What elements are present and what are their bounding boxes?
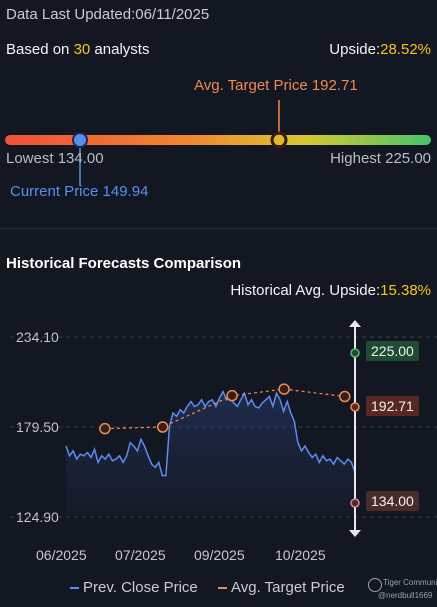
upside-value: 28.52% [380,41,431,58]
watermark-logo-icon [368,578,382,592]
highest-price-label: Highest 225.00 [330,150,431,167]
avg-target-point [99,422,111,435]
x-tick-label: 10/2025 [275,547,326,563]
lowest-price-label: Lowest 134.00 [6,150,104,167]
based-on-suffix: analysts [90,41,150,58]
historical-title: Historical Forecasts Comparison [6,255,242,272]
avg-target-badge: 192.71 [366,396,419,416]
avg-marker-dot [350,402,360,412]
avg-target-point [156,421,169,433]
avg-target-marker-ring [272,133,286,147]
avg-target-label: Avg. Target Price 192.71 [194,77,358,94]
range-marker-top-arrow [349,320,361,327]
historical-upside-label: Historical Avg. Upside: [230,282,381,299]
upside-label: Upside: [329,41,381,58]
legend-item-close[interactable]: Prev. Close Price [70,579,198,596]
watermark-user: @nerdbull1669 [378,591,433,600]
legend-label-target: Avg. Target Price [231,579,345,596]
x-tick-label: 09/2025 [194,547,245,563]
avg-target-point [226,389,238,402]
low-target-badge: 134.00 [366,491,419,511]
historical-upside-text: Historical Avg. Upside:15.38% [230,282,431,299]
range-gradient [5,135,431,145]
analyst-count-text: Based on 30 analysts [6,41,149,58]
price-range-bar [5,100,431,186]
legend-label-close: Prev. Close Price [83,579,198,596]
current-price-label: Current Price 149.94 [10,183,149,200]
watermark-brand: Tiger Community [383,578,437,587]
current-price-marker [72,132,88,148]
high-target-badge: 225.00 [366,341,419,361]
high-marker-dot [350,348,360,358]
close-price-line [65,389,356,477]
analyst-count: 30 [73,41,91,58]
range-marker-bottom-arrow [349,530,361,537]
avg-target-point [278,383,290,395]
historical-upside-value: 15.38% [380,282,431,299]
upside-text: Upside:28.52% [329,41,431,58]
legend-swatch-target [218,587,227,590]
legend-swatch-close [70,587,79,590]
section-divider [0,228,437,229]
low-marker-dot [350,498,360,508]
avg-target-point [339,390,351,403]
last-updated-text: Data Last Updated:06/11/2025 [6,6,210,23]
x-tick-label: 06/2025 [36,547,87,563]
x-tick-label: 07/2025 [115,547,166,563]
based-on-prefix: Based on [6,41,74,58]
close-price-area [66,391,355,517]
avg-target-marker [270,131,288,149]
legend-item-target[interactable]: Avg. Target Price [218,579,345,596]
